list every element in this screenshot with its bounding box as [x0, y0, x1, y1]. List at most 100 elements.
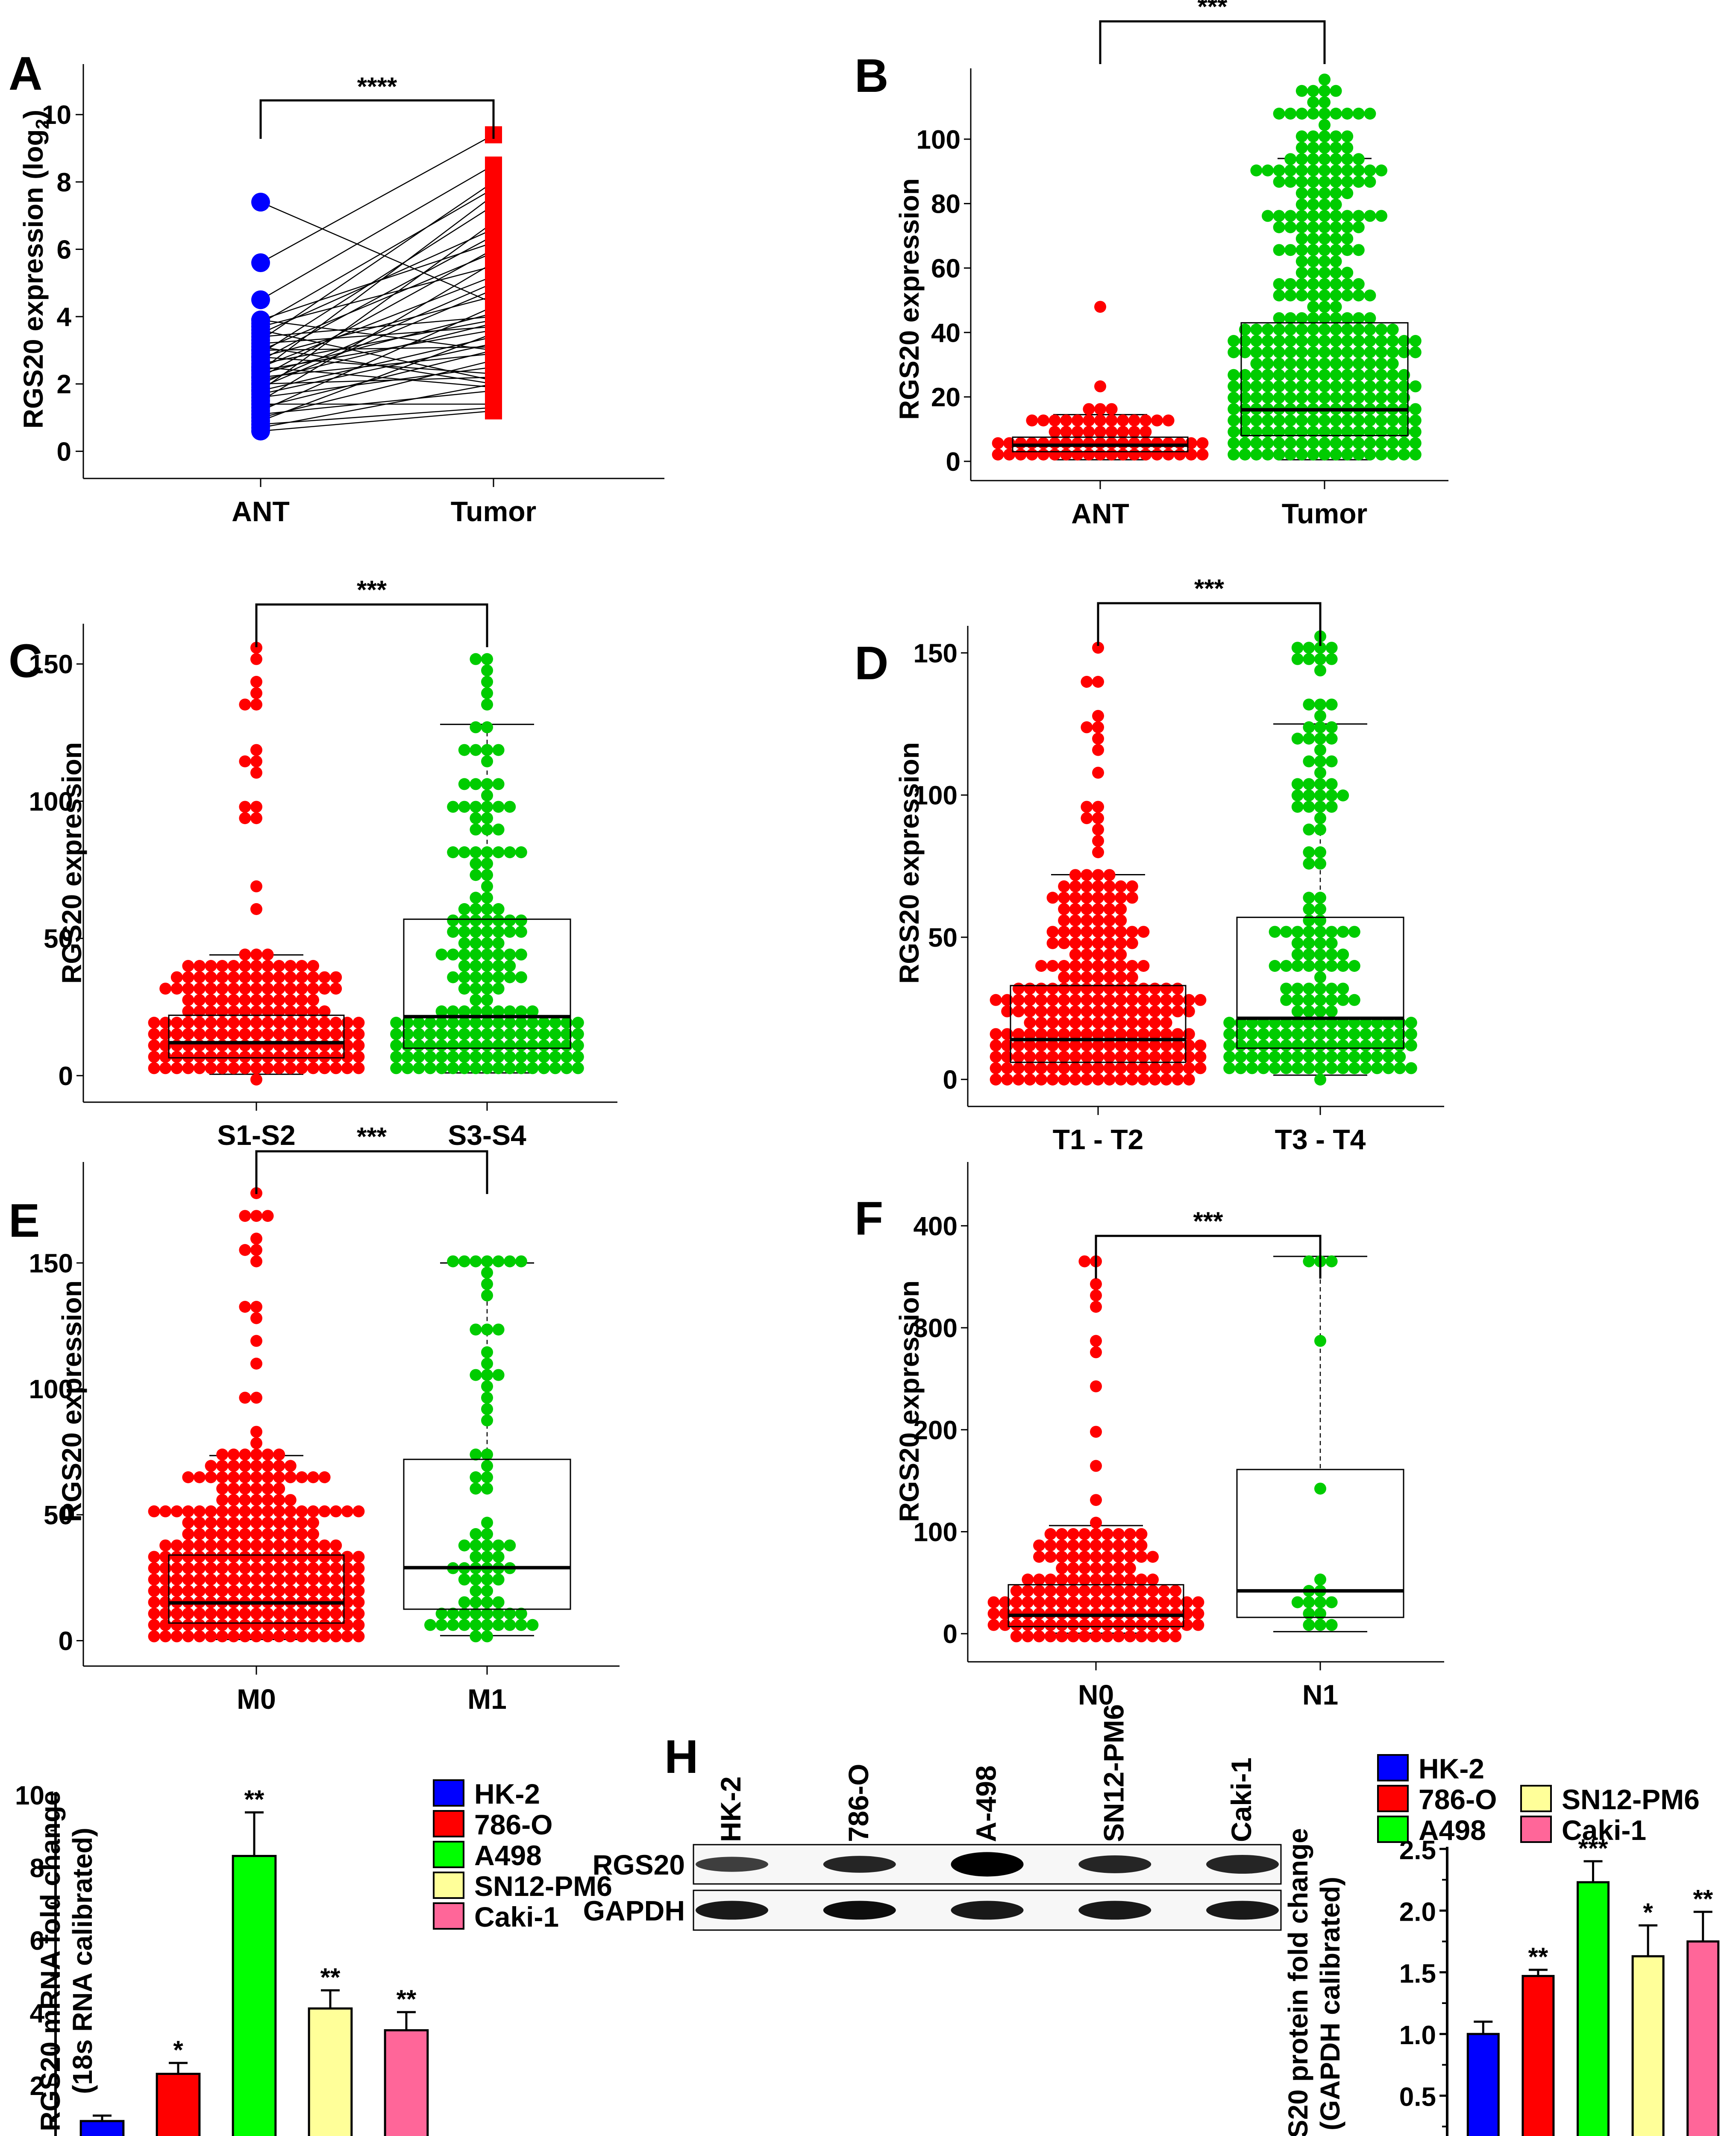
data-point — [1262, 449, 1274, 461]
data-point — [1137, 994, 1150, 1006]
data-point — [1149, 1005, 1161, 1018]
data-point — [1126, 1074, 1138, 1086]
data-point — [1196, 437, 1209, 449]
data-point — [1269, 960, 1281, 972]
data-point — [284, 1028, 297, 1040]
data-point — [250, 698, 262, 711]
data-point — [1092, 733, 1104, 745]
data-point — [1325, 948, 1338, 961]
data-point — [1398, 437, 1410, 449]
pair-line — [260, 229, 494, 334]
data-point — [1012, 994, 1025, 1006]
data-point — [182, 1050, 194, 1063]
data-point — [1405, 1062, 1417, 1074]
data-point — [227, 1517, 240, 1529]
data-point — [227, 971, 240, 983]
data-point — [1058, 903, 1070, 915]
significance-label: * — [173, 2036, 183, 2064]
data-point — [526, 1005, 539, 1018]
data-point — [470, 1369, 482, 1381]
data-point — [1352, 425, 1365, 438]
data-point — [458, 1028, 470, 1040]
data-point — [1239, 380, 1251, 393]
data-point — [481, 1517, 493, 1529]
blot-band — [696, 1901, 768, 1920]
data-point — [481, 1391, 493, 1404]
data-point — [1319, 141, 1331, 154]
data-point — [470, 1448, 482, 1461]
data-point — [1137, 960, 1150, 972]
data-point — [1035, 1074, 1047, 1086]
data-point — [549, 1028, 561, 1040]
data-point — [1262, 358, 1274, 370]
data-point — [990, 1039, 1002, 1052]
data-point — [1035, 994, 1047, 1006]
box — [168, 1015, 345, 1059]
data-point — [1115, 960, 1127, 972]
pair-line — [260, 353, 494, 378]
data-point — [1115, 914, 1127, 927]
box — [1240, 322, 1409, 437]
data-point — [1092, 983, 1104, 995]
data-point — [148, 1028, 160, 1040]
data-point — [227, 1005, 240, 1018]
data-point — [250, 1017, 262, 1029]
data-point — [481, 926, 493, 938]
data-point — [470, 1551, 482, 1563]
data-point — [424, 1619, 436, 1631]
data-point — [284, 1005, 297, 1018]
data-point — [515, 1608, 527, 1620]
data-point — [1056, 1630, 1068, 1643]
x-tick-label: T3 - T4 — [1275, 1124, 1366, 1155]
data-point — [1046, 892, 1059, 904]
data-point — [1314, 1619, 1326, 1631]
data-point — [1172, 1074, 1184, 1086]
data-point — [1126, 1028, 1138, 1040]
data-point — [1094, 380, 1106, 393]
data-point — [1228, 369, 1240, 381]
data-point — [1375, 369, 1387, 381]
data-point — [1012, 1062, 1025, 1074]
data-point — [170, 1585, 183, 1597]
data-point — [572, 1017, 584, 1029]
pair-line — [260, 390, 494, 415]
data-point — [1284, 358, 1297, 370]
significance-label: *** — [1578, 1834, 1608, 1863]
data-point — [318, 1005, 331, 1018]
data-point — [1234, 1050, 1247, 1063]
data-point — [216, 983, 229, 995]
data-point — [1228, 335, 1240, 347]
legend-swatch — [433, 1872, 464, 1899]
data-point — [1090, 1585, 1102, 1597]
data-point — [1003, 449, 1016, 461]
data-point — [1295, 323, 1308, 336]
data-point — [999, 1608, 1011, 1620]
data-point — [1307, 164, 1319, 176]
data-point — [1284, 414, 1297, 427]
data-point — [182, 1539, 194, 1552]
y-tick-label: 60 — [931, 254, 961, 283]
data-point — [296, 983, 308, 995]
y-tick-label: 150 — [914, 639, 958, 668]
data-point — [1117, 425, 1129, 438]
data-point — [470, 1050, 482, 1063]
data-point — [1273, 425, 1285, 438]
data-point — [1319, 73, 1331, 86]
pair-line — [260, 336, 494, 391]
data-point — [1291, 1039, 1304, 1052]
data-point — [481, 1380, 493, 1393]
data-point — [481, 1482, 493, 1495]
tumor-point — [485, 156, 502, 174]
data-point — [481, 1403, 493, 1415]
y-tick-label: 4 — [57, 302, 72, 332]
data-point — [1012, 1050, 1025, 1063]
data-point — [1375, 425, 1387, 438]
data-point — [205, 1528, 217, 1540]
blot-band — [823, 1901, 896, 1920]
data-point — [1348, 1050, 1360, 1063]
data-point — [227, 1505, 240, 1517]
data-point — [1103, 892, 1116, 904]
data-point — [470, 1471, 482, 1483]
data-point — [1022, 1608, 1034, 1620]
data-point — [194, 1608, 206, 1620]
